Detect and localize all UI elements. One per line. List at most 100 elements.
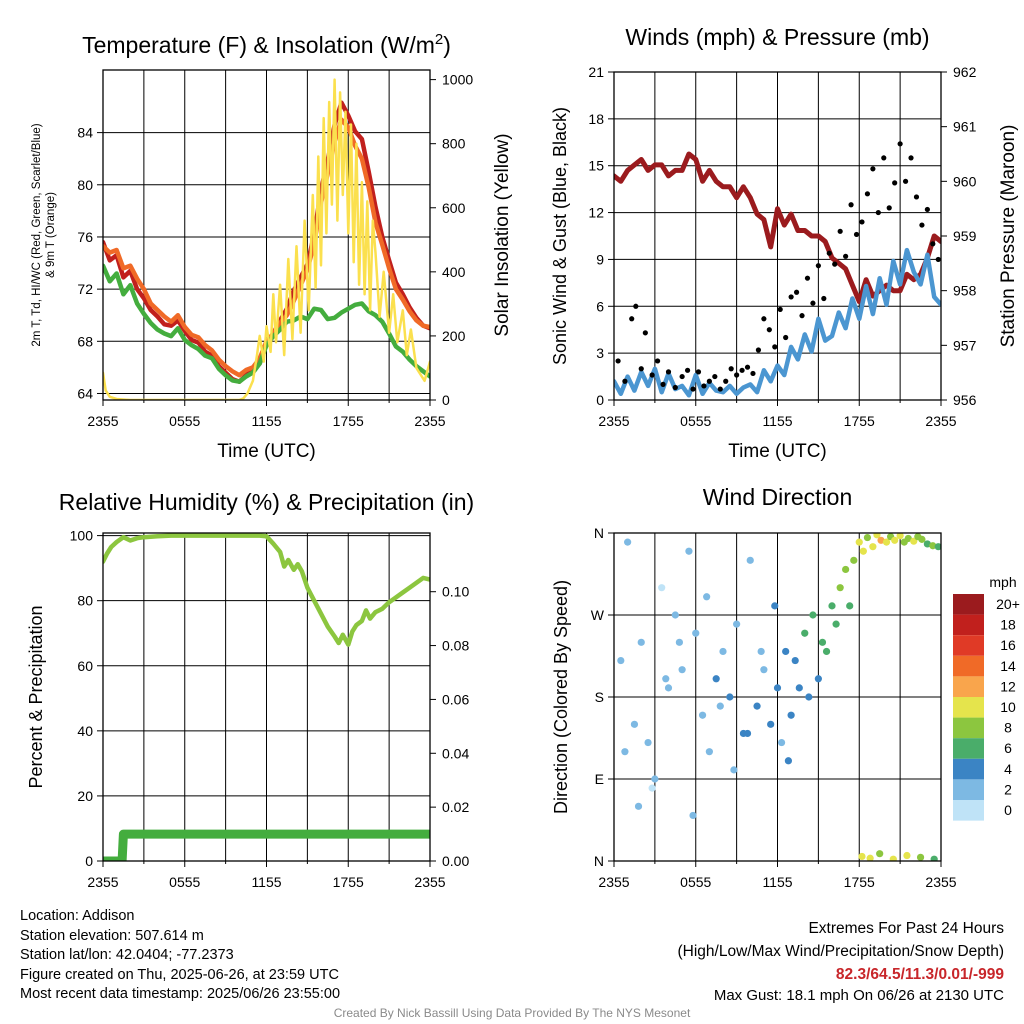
direction-point [662, 675, 670, 683]
direction-point [678, 666, 686, 674]
y-right-tick-label: 958 [953, 283, 977, 299]
direction-point [644, 738, 652, 747]
direction-point [929, 542, 937, 550]
panel-3: 2355 0555 1155 1755 2355 0 20 40 60 80 100 0.00 0.02… [26, 489, 474, 890]
x-tick-label: 1755 [844, 874, 875, 890]
direction-point [746, 556, 754, 564]
y-right-tick-label: 961 [953, 119, 977, 135]
series-gust [615, 141, 941, 392]
speed-legend: mph 20+ 18 16 14 12 10 8 6 4 2 0 [953, 574, 1020, 821]
direction-point [877, 536, 885, 544]
gust-point [875, 209, 881, 216]
direction-point [617, 656, 625, 665]
legend-swatch [953, 800, 984, 821]
extremes-subtitle: (High/Low/Max Wind/Precipitation/Snow De… [677, 943, 1005, 960]
legend-swatch [953, 676, 984, 697]
gust-point [919, 222, 925, 228]
gust-point [734, 372, 740, 378]
extremes-panel: Extremes For Past 24 Hours (High/Low/Max… [678, 917, 1005, 1005]
direction-point [703, 593, 711, 601]
gust-point [766, 327, 772, 333]
direction-point [930, 855, 938, 861]
y-axis-label: Percent & Precipitation [26, 605, 46, 788]
y-tick-label: 6 [596, 298, 604, 314]
gust-point [723, 378, 729, 384]
direction-point [869, 543, 877, 551]
y-right-tick-label: 0 [442, 392, 450, 408]
plot-area [103, 533, 430, 861]
gust-point [799, 313, 805, 319]
gust-point [629, 316, 635, 322]
direction-point [828, 602, 836, 610]
x-tick-label: 2355 [598, 874, 629, 890]
direction-point [787, 711, 795, 719]
y-tick-label: 0 [596, 392, 604, 408]
gust-point [772, 344, 778, 350]
legend-swatch [953, 614, 984, 636]
y-tick-label: 80 [77, 593, 93, 609]
y-right-tick-label: 600 [442, 200, 466, 216]
y-tick-label: 80 [77, 177, 93, 193]
legend-label: 6 [1004, 740, 1012, 756]
title-superscript: 2 [435, 31, 443, 48]
gust-point [633, 303, 639, 309]
gust-point [810, 300, 816, 306]
direction-point [634, 802, 643, 810]
direction-point [777, 738, 786, 747]
legend-swatch [953, 655, 984, 677]
direction-point [836, 584, 844, 592]
y-right-tick-label: 0.06 [442, 691, 469, 707]
direction-point [767, 720, 775, 728]
y-tick-label: 18 [588, 111, 604, 127]
y-axis-label-line2: & 9m T (Orange) [45, 192, 57, 278]
gust-point [848, 202, 854, 208]
direction-point [757, 647, 765, 656]
legend-label: 18 [1000, 617, 1016, 633]
station-location: Location: Addison [20, 908, 135, 924]
gust-point [881, 155, 887, 161]
station-elevation: Station elevation: 507.614 m [20, 927, 204, 944]
station-latlon: Station lat/lon: 42.0404; -77.2373 [20, 947, 234, 963]
direction-points [617, 533, 941, 861]
y-tick-label: E [595, 771, 604, 787]
chart-title: Winds (mph) & Pressure (mb) [625, 24, 929, 50]
direction-point [753, 702, 761, 710]
station-info: Location: Addison Station elevation: 507… [20, 907, 340, 1005]
direction-point [818, 638, 827, 646]
direction-point [743, 729, 752, 738]
gust-point [930, 241, 936, 247]
series-td [103, 263, 430, 384]
direction-point [719, 647, 727, 656]
max-gust: Max Gust: 18.1 mph On 06/26 at 2130 UTC [713, 987, 1004, 1004]
direction-point [624, 538, 632, 546]
direction-point [882, 538, 891, 546]
direction-point [873, 533, 881, 539]
x-tick-label: 2355 [87, 874, 118, 890]
gust-point [832, 261, 838, 267]
extremes-title: Extremes For Past 24 Hours [808, 920, 1004, 937]
panel-2: 2355 0555 1155 1755 2355 0 3 6 9 12 15 18 21 956 957 95… [550, 24, 1019, 462]
direction-point [685, 547, 693, 555]
direction-point [916, 853, 925, 861]
direction-point [791, 656, 799, 665]
direction-point [863, 533, 872, 542]
gust-point [815, 263, 821, 269]
direction-point [712, 675, 720, 683]
direction-point [773, 684, 782, 692]
direction-point [705, 748, 713, 756]
plot-area [103, 78, 430, 400]
legend-swatch [953, 697, 984, 718]
gust-point [913, 194, 920, 200]
gust-point [908, 155, 914, 161]
gust-point [638, 366, 644, 372]
direction-point [658, 584, 666, 592]
plot-area [617, 533, 941, 861]
gust-point [665, 369, 672, 375]
series-relative-humidity [103, 533, 430, 647]
gust-point [924, 206, 930, 213]
x-axis-label: Time (UTC) [728, 441, 827, 462]
legend-swatch [953, 635, 984, 656]
y-tick-label: 68 [77, 333, 93, 349]
gust-point [706, 378, 712, 384]
x-tick-label: 1155 [762, 874, 792, 890]
